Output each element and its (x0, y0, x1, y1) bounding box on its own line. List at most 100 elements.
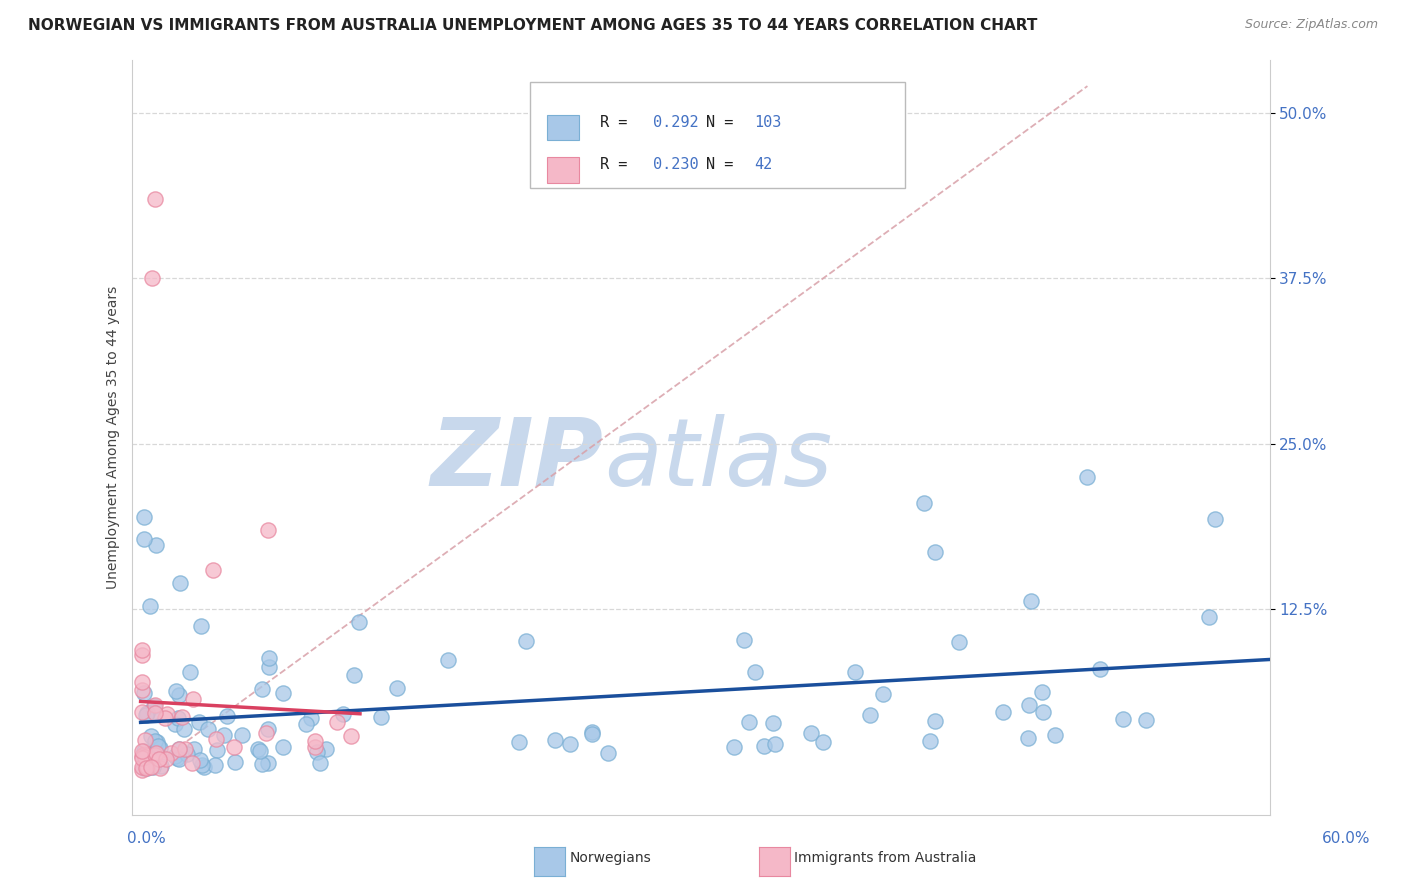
Point (733, 632, 755, 647)
Point (167, 751, 190, 765)
Point (924, 544, 946, 558)
Point (256, 756, 278, 770)
Point (1031, 684, 1053, 698)
Point (167, 742, 190, 756)
Point (173, 742, 195, 756)
Point (332, 706, 354, 721)
Point (136, 706, 159, 721)
Point (134, 686, 156, 700)
Text: 103: 103 (754, 115, 782, 130)
Point (859, 708, 882, 723)
Point (131, 763, 153, 777)
Point (304, 740, 326, 755)
Point (131, 643, 153, 657)
Point (737, 714, 759, 729)
Text: 60.0%: 60.0% (1323, 831, 1371, 846)
Point (190, 619, 212, 633)
Point (217, 708, 239, 723)
Point (347, 615, 370, 629)
FancyBboxPatch shape (547, 115, 579, 140)
Point (340, 729, 363, 743)
Text: ZIP: ZIP (430, 414, 603, 506)
Point (249, 744, 271, 758)
Point (1045, 728, 1067, 742)
Text: 0.292: 0.292 (652, 115, 699, 130)
Point (143, 747, 166, 762)
Point (596, 747, 619, 761)
Point (179, 665, 201, 679)
Point (141, 271, 163, 285)
Point (135, 759, 157, 773)
Point (131, 682, 153, 697)
Text: Immigrants from Australia: Immigrants from Australia (794, 851, 977, 865)
Text: Norwegians: Norwegians (569, 851, 651, 865)
Point (143, 734, 166, 748)
Point (167, 688, 190, 702)
Point (257, 650, 280, 665)
Point (1088, 662, 1111, 676)
Point (202, 562, 225, 576)
Point (142, 760, 165, 774)
Point (343, 667, 366, 681)
Point (558, 737, 581, 751)
Point (134, 509, 156, 524)
Point (204, 757, 226, 772)
Point (183, 742, 205, 756)
Point (250, 756, 273, 771)
Point (1018, 698, 1040, 713)
Point (135, 761, 157, 775)
FancyBboxPatch shape (530, 82, 905, 188)
Point (515, 633, 537, 648)
Point (132, 747, 155, 761)
Point (142, 698, 165, 713)
Point (160, 746, 183, 760)
Text: R =: R = (600, 115, 637, 130)
Point (131, 749, 153, 764)
Point (145, 539, 167, 553)
Point (872, 687, 894, 701)
Point (1019, 593, 1042, 607)
Point (581, 727, 603, 741)
Point (149, 740, 172, 755)
Point (257, 523, 280, 537)
Point (135, 761, 157, 775)
Point (1017, 731, 1039, 746)
Point (991, 706, 1014, 720)
Point (744, 665, 766, 679)
Point (436, 653, 458, 667)
Point (131, 675, 153, 690)
Point (150, 759, 173, 773)
Point (723, 739, 745, 754)
Point (131, 648, 153, 662)
Point (1032, 705, 1054, 719)
Point (134, 532, 156, 546)
Point (134, 751, 156, 765)
Point (193, 759, 215, 773)
Point (252, 682, 274, 697)
Point (257, 723, 280, 737)
Point (304, 734, 326, 748)
Point (1135, 713, 1157, 727)
Point (188, 753, 211, 767)
Point (315, 741, 337, 756)
Point (139, 760, 162, 774)
Point (912, 496, 935, 510)
Text: 42: 42 (754, 157, 772, 172)
Point (139, 599, 162, 614)
Point (307, 745, 329, 759)
Point (148, 752, 170, 766)
Point (169, 575, 191, 590)
Point (163, 749, 186, 764)
Point (948, 635, 970, 649)
Point (172, 709, 194, 723)
Point (180, 756, 202, 770)
Point (134, 744, 156, 758)
Point (143, 706, 166, 721)
Point (844, 665, 866, 680)
Point (207, 742, 229, 756)
Point (918, 733, 941, 747)
Text: 0.0%: 0.0% (127, 831, 166, 846)
Point (191, 757, 214, 772)
Point (813, 735, 835, 749)
Point (163, 716, 186, 731)
